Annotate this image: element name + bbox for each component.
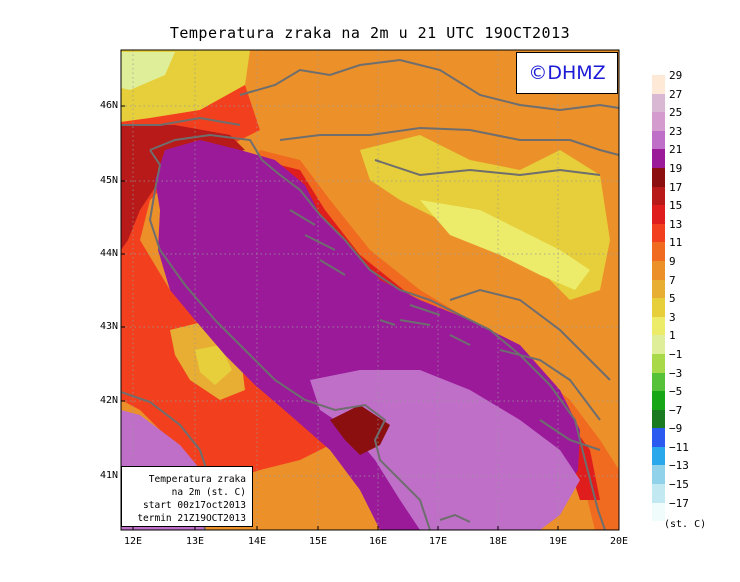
info-line-start: start 00z17oct2013 bbox=[143, 500, 246, 511]
legend-label: −11 bbox=[669, 440, 689, 454]
lon-label-15e: 15E bbox=[308, 536, 328, 547]
lat-label-41n: 41N bbox=[99, 470, 118, 481]
legend-label: 23 bbox=[669, 124, 683, 138]
legend-swatch bbox=[652, 353, 665, 373]
lon-label-18e: 18E bbox=[488, 536, 508, 547]
map-title: Temperatura zraka na 2m u 21 UTC 19OCT20… bbox=[169, 24, 571, 42]
legend-label: 1 bbox=[669, 329, 676, 343]
legend-swatch bbox=[652, 279, 665, 299]
legend-swatch bbox=[652, 93, 665, 113]
legend-swatch bbox=[652, 260, 665, 280]
info-box: Temperatura zraka na 2m (st. C) start 00… bbox=[121, 466, 253, 527]
legend-label: −15 bbox=[669, 478, 689, 492]
lat-label-44n: 44N bbox=[99, 248, 118, 259]
legend-label: 13 bbox=[669, 217, 683, 231]
legend-label: 3 bbox=[669, 310, 676, 324]
legend-units: (st. C) bbox=[664, 519, 707, 530]
lon-label-19e: 19E bbox=[548, 536, 568, 547]
legend-swatch bbox=[652, 335, 665, 354]
legend-swatch bbox=[652, 167, 665, 187]
lat-label-45n: 45N bbox=[99, 175, 118, 186]
legend-swatch bbox=[652, 391, 665, 410]
legend-label: 11 bbox=[669, 236, 683, 250]
legend-swatch bbox=[652, 149, 665, 168]
dhmz-logo-badge: ©DHMZ bbox=[516, 52, 618, 94]
info-line-units: na 2m (st. C) bbox=[171, 487, 246, 498]
legend-swatch bbox=[652, 75, 665, 94]
lon-label-12e: 12E bbox=[123, 536, 143, 547]
legend-swatch bbox=[652, 186, 665, 206]
legend-label: 27 bbox=[669, 87, 683, 101]
legend-swatch bbox=[652, 112, 665, 131]
legend-swatch bbox=[652, 242, 665, 261]
lat-label-46n: 46N bbox=[99, 100, 118, 111]
lon-label-13e: 13E bbox=[185, 536, 205, 547]
lon-label-16e: 16E bbox=[368, 536, 388, 547]
italy-warm-zone bbox=[121, 85, 340, 480]
map-frame bbox=[120, 49, 620, 531]
legend-label: 5 bbox=[669, 292, 676, 306]
legend-label: −5 bbox=[669, 385, 683, 399]
legend-swatch bbox=[652, 298, 665, 317]
legend-label: −3 bbox=[669, 366, 683, 380]
legend-label: 25 bbox=[669, 106, 683, 120]
legend-swatch bbox=[652, 446, 665, 466]
legend-swatch bbox=[652, 484, 665, 503]
legend-swatch bbox=[652, 372, 665, 392]
legend-swatch bbox=[652, 428, 665, 447]
lon-label-17e: 17E bbox=[428, 536, 448, 547]
legend-label: 7 bbox=[669, 273, 676, 287]
info-line-variable: Temperatura zraka bbox=[148, 474, 246, 485]
legend-label: −9 bbox=[669, 422, 683, 436]
info-line-termin: termin 21Z19OCT2013 bbox=[137, 513, 246, 524]
alps-coldest-zone bbox=[121, 52, 175, 90]
coastlines bbox=[121, 58, 619, 530]
legend-label: 29 bbox=[669, 69, 683, 82]
legend-swatch bbox=[652, 223, 665, 243]
lon-label-20e: 20E bbox=[609, 536, 629, 547]
legend-label: 17 bbox=[669, 180, 683, 194]
legend-label: 9 bbox=[669, 254, 676, 268]
legend-swatch bbox=[652, 502, 665, 522]
interior-coldest-zone bbox=[420, 200, 590, 290]
legend-label: −17 bbox=[669, 496, 689, 510]
legend-swatch bbox=[652, 130, 665, 150]
legend-label: −1 bbox=[669, 347, 683, 361]
legend-label: −7 bbox=[669, 403, 683, 417]
legend-swatch bbox=[652, 205, 665, 224]
legend-label: −13 bbox=[669, 459, 689, 473]
legend-swatch bbox=[652, 409, 665, 429]
apennines-coldest-zone bbox=[195, 345, 232, 385]
lat-label-42n: 42N bbox=[99, 395, 118, 406]
lat-label-43n: 43N bbox=[99, 321, 118, 332]
legend-label: 15 bbox=[669, 199, 683, 213]
southern-adriatic-zone bbox=[310, 370, 580, 530]
lon-label-14e: 14E bbox=[247, 536, 267, 547]
legend-label: 21 bbox=[669, 143, 683, 157]
legend-swatch bbox=[652, 316, 665, 336]
legend-swatch bbox=[652, 465, 665, 485]
legend-label: 19 bbox=[669, 161, 683, 175]
